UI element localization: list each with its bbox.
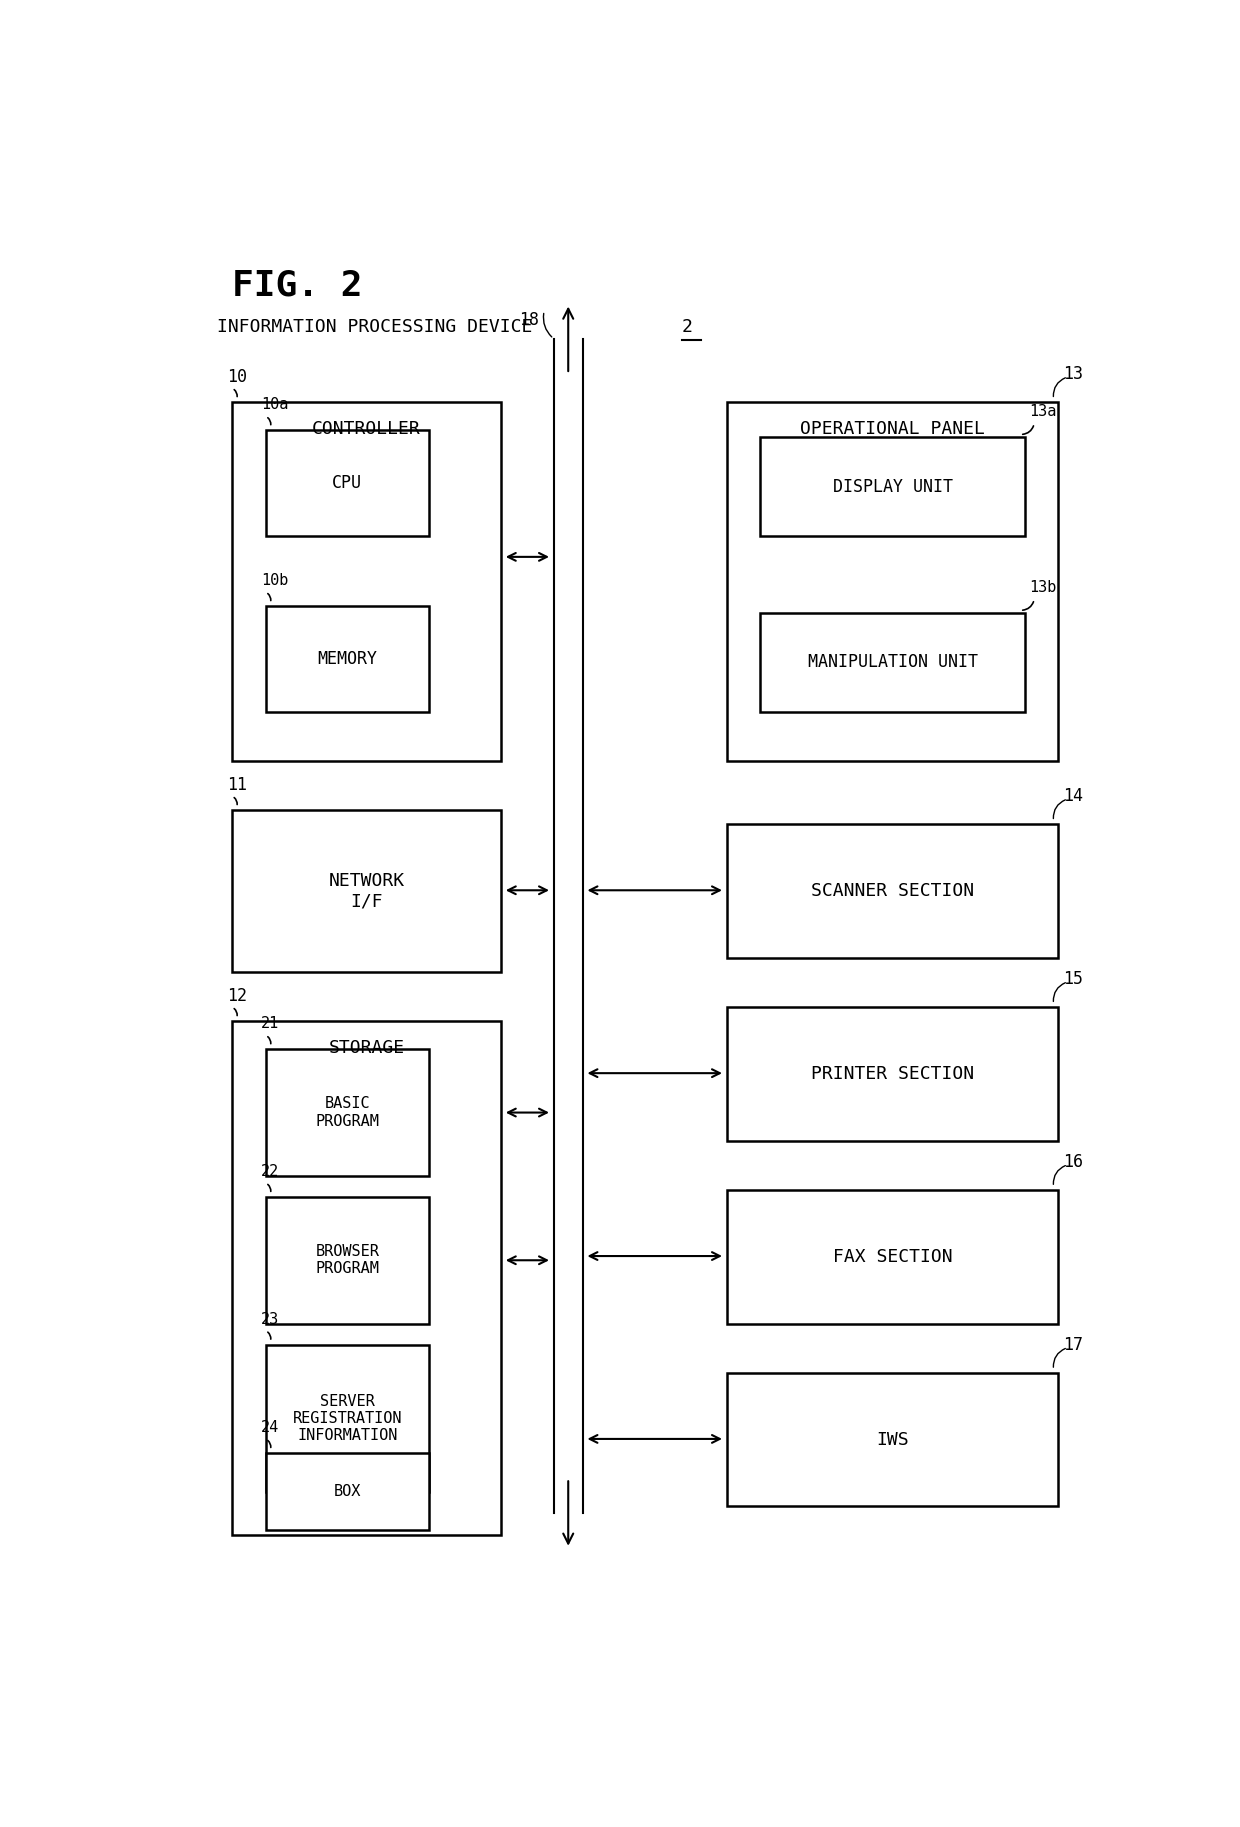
Text: FAX SECTION: FAX SECTION: [833, 1248, 952, 1266]
Text: 12: 12: [227, 987, 247, 1005]
Text: 14: 14: [1063, 787, 1084, 806]
Bar: [727, 824, 1058, 957]
Text: NETWORK
I/F: NETWORK I/F: [329, 871, 404, 910]
Text: BOX: BOX: [334, 1484, 361, 1500]
Text: BASIC
PROGRAM: BASIC PROGRAM: [315, 1096, 379, 1129]
Bar: [727, 1189, 1058, 1323]
Text: 17: 17: [1063, 1336, 1084, 1354]
Bar: [760, 614, 1024, 713]
Text: 24: 24: [260, 1420, 279, 1436]
Bar: [727, 1372, 1058, 1507]
Text: 10b: 10b: [260, 574, 288, 588]
Text: 22: 22: [260, 1164, 279, 1178]
Text: 13a: 13a: [1029, 404, 1056, 420]
Text: 13: 13: [1063, 365, 1084, 384]
Text: BROWSER
PROGRAM: BROWSER PROGRAM: [315, 1244, 379, 1277]
Bar: [232, 402, 501, 760]
Bar: [727, 402, 1058, 760]
Text: 2: 2: [682, 318, 692, 336]
Text: 15: 15: [1063, 970, 1084, 988]
Bar: [265, 431, 429, 535]
Text: OPERATIONAL PANEL: OPERATIONAL PANEL: [800, 420, 985, 438]
Bar: [727, 1007, 1058, 1140]
Text: 23: 23: [260, 1312, 279, 1326]
Text: IWS: IWS: [877, 1431, 909, 1449]
Text: SERVER
REGISTRATION
INFORMATION: SERVER REGISTRATION INFORMATION: [293, 1394, 402, 1443]
Text: SCANNER SECTION: SCANNER SECTION: [811, 882, 975, 901]
Bar: [760, 437, 1024, 535]
Text: DISPLAY UNIT: DISPLAY UNIT: [832, 477, 952, 495]
Text: FIG. 2: FIG. 2: [232, 269, 362, 303]
Bar: [232, 1021, 501, 1535]
Text: 21: 21: [260, 1016, 279, 1032]
Text: 18: 18: [520, 311, 539, 329]
Text: 10: 10: [227, 367, 247, 385]
Text: CONTROLLER: CONTROLLER: [312, 420, 420, 438]
Text: 10a: 10a: [260, 398, 288, 413]
Text: 13b: 13b: [1029, 581, 1056, 596]
Text: 16: 16: [1063, 1153, 1084, 1171]
Text: MANIPULATION UNIT: MANIPULATION UNIT: [807, 654, 977, 671]
Text: 11: 11: [227, 776, 247, 793]
Text: STORAGE: STORAGE: [329, 1040, 404, 1058]
Text: MEMORY: MEMORY: [317, 650, 377, 669]
Bar: [265, 1197, 429, 1323]
Text: INFORMATION PROCESSING DEVICE: INFORMATION PROCESSING DEVICE: [217, 318, 533, 336]
Text: CPU: CPU: [332, 473, 362, 491]
Bar: [232, 809, 501, 972]
Text: PRINTER SECTION: PRINTER SECTION: [811, 1065, 975, 1083]
Bar: [265, 607, 429, 713]
Bar: [265, 1452, 429, 1531]
Bar: [265, 1345, 429, 1493]
Bar: [265, 1049, 429, 1177]
